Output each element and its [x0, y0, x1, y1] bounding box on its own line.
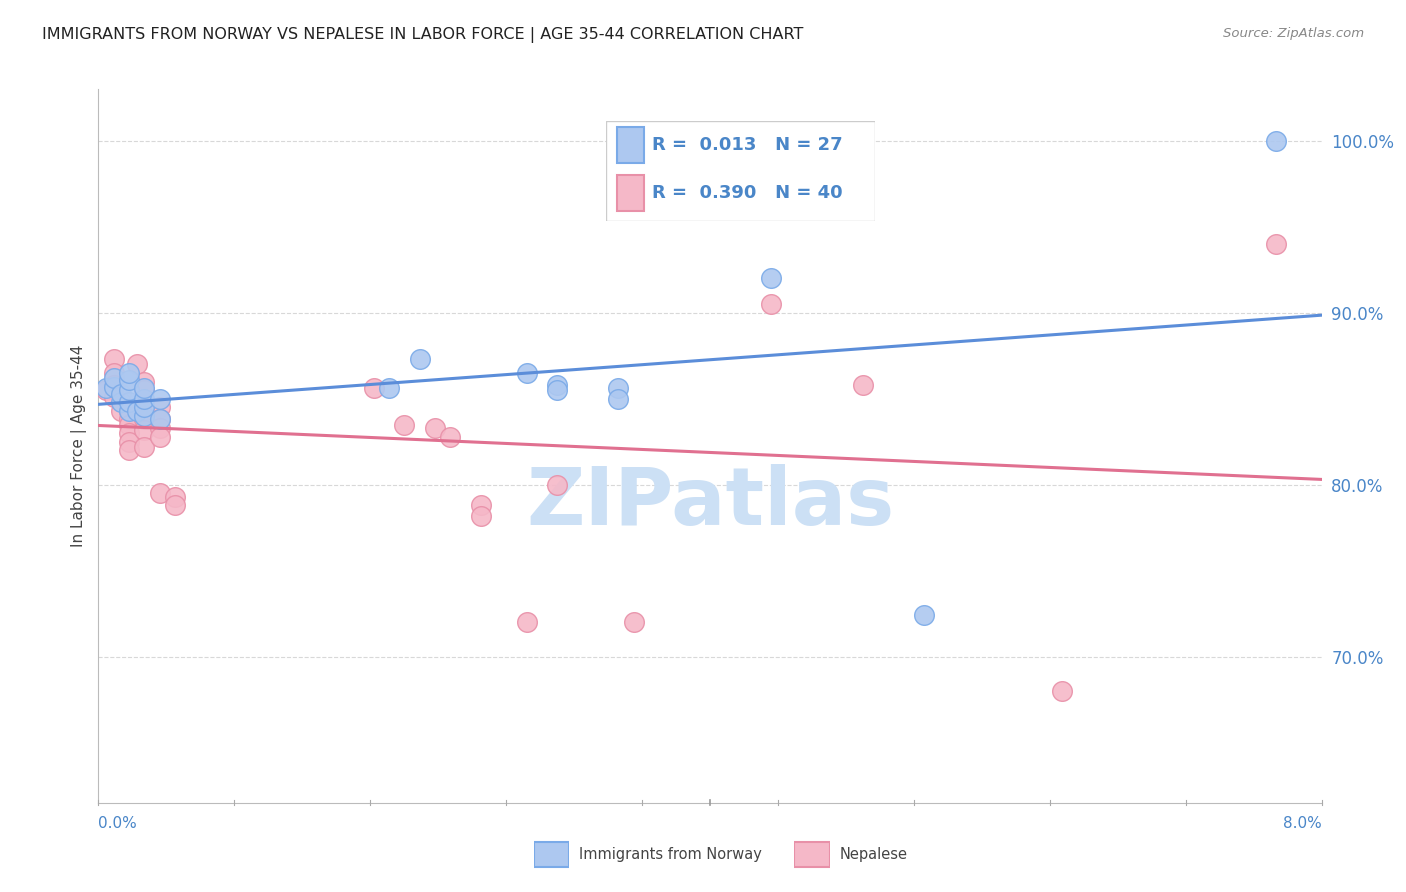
Point	[149, 401, 172, 415]
Point	[134, 403, 156, 417]
Point	[516, 615, 538, 630]
Bar	[617, 175, 644, 211]
Point	[852, 378, 875, 392]
Text: R =  0.390   N = 40: R = 0.390 N = 40	[652, 185, 842, 202]
Point	[118, 426, 141, 441]
Point	[134, 381, 156, 395]
Point	[546, 383, 568, 397]
Text: Source: ZipAtlas.com: Source: ZipAtlas.com	[1223, 27, 1364, 40]
Point	[118, 403, 141, 417]
Point	[134, 375, 156, 389]
Text: R =  0.013   N = 27: R = 0.013 N = 27	[652, 136, 842, 154]
Point	[1264, 134, 1286, 148]
Text: ZIPatlas: ZIPatlas	[526, 464, 894, 542]
Point	[110, 403, 132, 417]
Point	[125, 357, 148, 371]
Point	[94, 381, 117, 395]
Text: IMMIGRANTS FROM NORWAY VS NEPALESE IN LABOR FORCE | AGE 35-44 CORRELATION CHART: IMMIGRANTS FROM NORWAY VS NEPALESE IN LA…	[42, 27, 804, 43]
Point	[546, 477, 568, 491]
Point	[149, 412, 172, 426]
Point	[163, 490, 186, 504]
Point	[94, 383, 117, 397]
Point	[134, 383, 156, 397]
Point	[118, 383, 141, 397]
Text: 8.0%: 8.0%	[1282, 816, 1322, 831]
Point	[149, 486, 172, 500]
Point	[103, 366, 125, 380]
Point	[103, 379, 125, 393]
Point	[423, 421, 446, 435]
Point	[110, 386, 132, 401]
Point	[118, 366, 141, 380]
Point	[134, 440, 156, 454]
Text: Nepalese: Nepalese	[839, 847, 907, 862]
Point	[149, 412, 172, 426]
Point	[470, 508, 492, 523]
Point	[125, 403, 148, 417]
Point	[439, 429, 461, 443]
Point	[103, 352, 125, 367]
Point	[607, 392, 630, 406]
Bar	[794, 842, 830, 867]
Point	[118, 434, 141, 449]
Point	[134, 423, 156, 437]
Point	[163, 499, 186, 513]
Point	[363, 381, 385, 395]
Point	[134, 409, 156, 423]
Point	[118, 417, 141, 432]
Point	[134, 412, 156, 426]
Point	[134, 395, 156, 409]
Bar	[617, 128, 644, 163]
Point	[1264, 236, 1286, 251]
Point	[118, 412, 141, 426]
Point	[149, 421, 172, 435]
Point	[149, 392, 172, 406]
Text: 0.0%: 0.0%	[98, 816, 138, 831]
Point	[110, 395, 132, 409]
Point	[149, 429, 172, 443]
Point	[759, 297, 782, 311]
Point	[118, 395, 141, 409]
Point	[103, 390, 125, 404]
Point	[118, 403, 141, 417]
Point	[118, 373, 141, 387]
Bar	[534, 842, 569, 867]
Point	[103, 371, 125, 385]
Point	[103, 378, 125, 392]
Point	[378, 381, 401, 395]
Point	[470, 499, 492, 513]
Point	[134, 401, 156, 415]
Point	[912, 608, 935, 623]
Point	[546, 378, 568, 392]
Y-axis label: In Labor Force | Age 35-44: In Labor Force | Age 35-44	[72, 345, 87, 547]
Point	[392, 417, 416, 432]
Point	[516, 366, 538, 380]
Point	[623, 615, 645, 630]
Text: Immigrants from Norway: Immigrants from Norway	[579, 847, 762, 862]
Point	[408, 352, 430, 367]
Point	[1050, 684, 1073, 698]
Point	[118, 443, 141, 458]
Point	[134, 392, 156, 406]
Point	[759, 271, 782, 285]
Point	[607, 381, 630, 395]
